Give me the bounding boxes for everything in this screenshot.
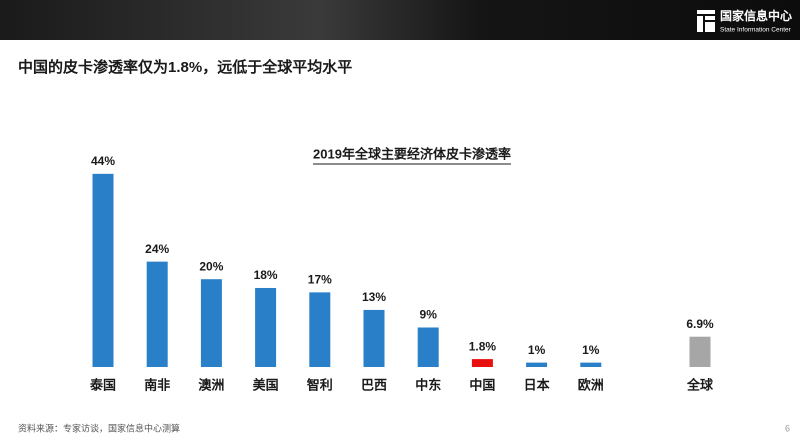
bar — [580, 362, 602, 367]
x-tick-label: 巴西 — [361, 377, 387, 392]
bar — [526, 362, 548, 367]
x-tick-label: 中国 — [469, 377, 495, 392]
bar — [92, 173, 114, 367]
value-label: 9% — [420, 308, 438, 322]
chart-title: 2019年全球主要经济体皮卡渗透率 — [313, 146, 511, 161]
logo-subtitle: State Information Center — [720, 27, 792, 34]
bar — [309, 292, 331, 367]
heading: 中国的皮卡渗透率仅为1.8%，远低于全球平均水平 — [18, 58, 352, 76]
value-label: 24% — [145, 242, 169, 256]
page-number: 6 — [785, 423, 790, 433]
value-label: 6.9% — [686, 317, 714, 331]
x-tick-label: 中东 — [415, 377, 441, 392]
x-tick-label: 美国 — [253, 377, 279, 392]
banner — [0, 0, 800, 40]
bar — [255, 287, 277, 367]
bar — [363, 309, 385, 367]
value-label: 17% — [308, 273, 332, 287]
value-label: 13% — [362, 290, 386, 304]
x-tick-label: 欧洲 — [578, 377, 604, 392]
x-tick-label: 日本 — [524, 377, 550, 392]
value-label: 1% — [528, 343, 546, 357]
value-label: 1.8% — [469, 339, 497, 353]
bar — [689, 336, 711, 367]
logo-icon — [697, 10, 715, 32]
x-tick-label: 全球 — [686, 377, 714, 392]
bar — [200, 279, 222, 367]
bar — [471, 359, 493, 367]
x-tick-label: 泰国 — [89, 377, 116, 392]
x-tick-label: 澳洲 — [198, 377, 224, 392]
bar — [146, 261, 168, 367]
logo-name: 国家信息中心 — [720, 8, 792, 23]
value-label: 18% — [254, 268, 278, 282]
bar — [417, 327, 439, 367]
source-note: 资料来源：专家访谈，国家信息中心测算 — [18, 422, 180, 433]
x-tick-label: 智利 — [307, 377, 333, 392]
value-label: 20% — [199, 259, 223, 273]
x-tick-label: 南非 — [144, 377, 170, 392]
value-label: 1% — [582, 343, 600, 357]
value-label: 44% — [91, 154, 115, 168]
